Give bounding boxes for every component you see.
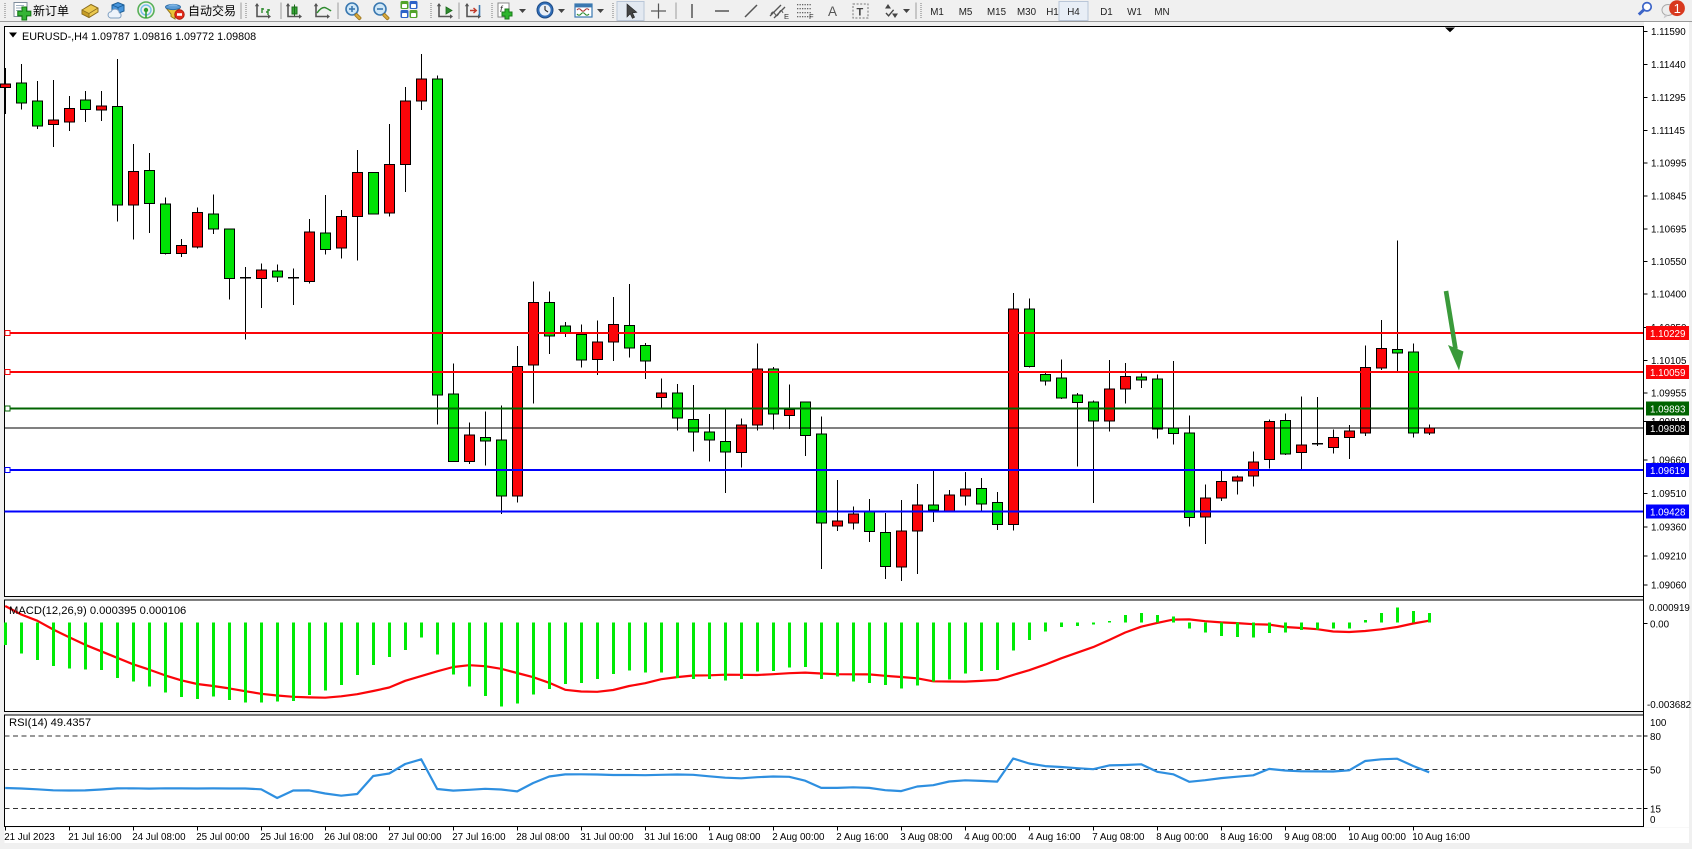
svg-text:M5: M5 [959,7,973,18]
svg-text:新订单: 新订单 [33,3,69,18]
svg-text:7 Aug 08:00: 7 Aug 08:00 [1092,832,1145,843]
svg-text:D1: D1 [1100,7,1113,18]
svg-text:1.09893: 1.09893 [1650,405,1686,416]
svg-text:EURUSD-,H4 1.09787 1.09816 1.: EURUSD-,H4 1.09787 1.09816 1.09772 1.098… [22,31,256,43]
svg-text:2 Aug 16:00: 2 Aug 16:00 [836,832,889,843]
svg-text:E: E [784,12,789,21]
svg-text:0: 0 [1650,815,1656,826]
svg-text:1 Aug 08:00: 1 Aug 08:00 [708,832,761,843]
svg-text:1.11440: 1.11440 [1651,60,1686,71]
svg-text:10 Aug 00:00: 10 Aug 00:00 [1348,832,1406,843]
svg-text:2 Aug 00:00: 2 Aug 00:00 [772,832,825,843]
svg-text:9 Aug 08:00: 9 Aug 08:00 [1284,832,1337,843]
svg-text:1.09428: 1.09428 [1650,508,1686,519]
svg-text:f: f [500,4,504,14]
svg-text:4 Aug 00:00: 4 Aug 00:00 [964,832,1017,843]
svg-text:M1: M1 [930,7,944,18]
svg-text:0.00: 0.00 [1650,620,1670,631]
svg-text:3 Aug 08:00: 3 Aug 08:00 [900,832,953,843]
svg-text:-0.003682: -0.003682 [1647,700,1691,711]
svg-text:M30: M30 [1017,7,1037,18]
svg-text:100: 100 [1650,718,1667,729]
svg-text:1.09060: 1.09060 [1651,581,1687,592]
svg-text:F: F [809,12,814,21]
svg-text:1.11590: 1.11590 [1651,27,1686,38]
svg-text:H4: H4 [1067,7,1080,18]
svg-text:25 Jul 00:00: 25 Jul 00:00 [196,832,250,843]
svg-text:21 Jul 16:00: 21 Jul 16:00 [68,832,122,843]
svg-text:1.11145: 1.11145 [1651,126,1686,137]
svg-text:25 Jul 16:00: 25 Jul 16:00 [260,832,314,843]
svg-text:24 Jul 08:00: 24 Jul 08:00 [132,832,186,843]
svg-text:1.10059: 1.10059 [1650,368,1685,379]
svg-text:W1: W1 [1127,7,1142,18]
svg-text:28 Jul 08:00: 28 Jul 08:00 [516,832,570,843]
svg-text:0.000919: 0.000919 [1649,603,1690,614]
svg-text:M15: M15 [987,7,1007,18]
svg-text:26 Jul 08:00: 26 Jul 08:00 [324,832,378,843]
svg-text:1.10695: 1.10695 [1651,225,1687,236]
svg-text:27 Jul 00:00: 27 Jul 00:00 [388,832,442,843]
svg-text:1.10105: 1.10105 [1651,356,1687,367]
svg-text:1.09210: 1.09210 [1651,552,1687,563]
svg-text:1.10845: 1.10845 [1651,192,1687,203]
svg-text:自动交易: 自动交易 [188,3,236,18]
svg-text:1.10400: 1.10400 [1651,290,1687,301]
svg-text:1.10995: 1.10995 [1651,159,1687,170]
svg-text:H1: H1 [1046,7,1059,18]
svg-text:1.09660: 1.09660 [1651,455,1687,466]
svg-text:MN: MN [1154,7,1169,18]
svg-text:31 Jul 16:00: 31 Jul 16:00 [644,832,698,843]
svg-text:8 Aug 16:00: 8 Aug 16:00 [1220,832,1273,843]
svg-text:1: 1 [1674,1,1681,16]
svg-text:1.09510: 1.09510 [1651,489,1687,500]
svg-text:1.09360: 1.09360 [1651,523,1687,534]
svg-text:A: A [828,4,837,19]
svg-text:MACD(12,26,9) 0.000395 0.00010: MACD(12,26,9) 0.000395 0.000106 [9,605,186,617]
svg-text:T: T [857,7,864,19]
svg-text:1.10550: 1.10550 [1651,257,1687,268]
svg-text:4 Aug 16:00: 4 Aug 16:00 [1028,832,1081,843]
svg-text:RSI(14) 49.4357: RSI(14) 49.4357 [9,717,91,729]
svg-text:1.09808: 1.09808 [1650,424,1686,435]
svg-text:80: 80 [1650,732,1661,743]
svg-text:21 Jul 2023: 21 Jul 2023 [4,832,55,843]
svg-text:50: 50 [1650,766,1661,777]
svg-text:27 Jul 16:00: 27 Jul 16:00 [452,832,506,843]
svg-text:8 Aug 00:00: 8 Aug 00:00 [1156,832,1209,843]
svg-text:1.11295: 1.11295 [1651,93,1686,104]
svg-text:31 Jul 00:00: 31 Jul 00:00 [580,832,634,843]
svg-text:1.09955: 1.09955 [1651,389,1687,400]
svg-text:10 Aug 16:00: 10 Aug 16:00 [1412,832,1470,843]
svg-text:1.10229: 1.10229 [1650,329,1685,340]
svg-text:1.09619: 1.09619 [1650,466,1685,477]
svg-text:15: 15 [1650,805,1661,816]
